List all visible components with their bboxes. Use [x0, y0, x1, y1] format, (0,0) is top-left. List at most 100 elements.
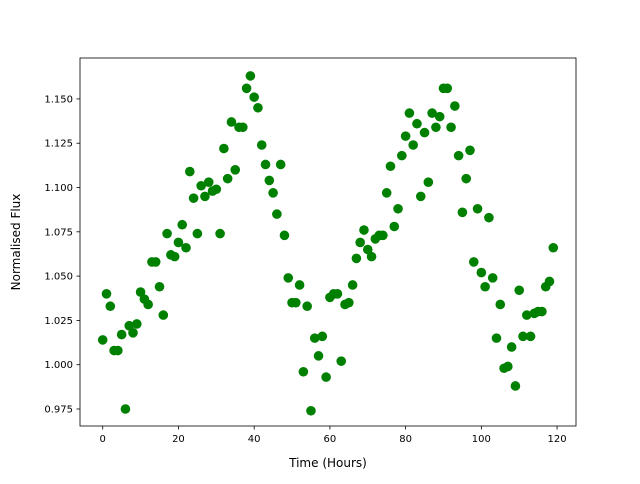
data-point [359, 225, 369, 235]
data-point [423, 177, 434, 188]
data-point [450, 101, 460, 111]
data-point [472, 203, 483, 214]
y-tick-label: 1.050 [44, 272, 73, 283]
data-point [105, 301, 116, 312]
data-point [389, 221, 400, 232]
data-point [309, 333, 320, 343]
data-point [275, 159, 286, 170]
data-points [97, 71, 559, 416]
data-point [116, 329, 127, 340]
data-point [283, 273, 294, 283]
data-point [200, 191, 210, 202]
data-point [404, 108, 415, 118]
data-point [525, 331, 536, 342]
data-point [181, 242, 191, 253]
data-point [336, 356, 347, 366]
x-tick-label: 100 [472, 434, 491, 445]
data-point [124, 320, 135, 331]
data-point [465, 145, 475, 156]
data-point [400, 131, 411, 141]
data-point [245, 71, 256, 81]
data-point [548, 242, 559, 253]
data-point [461, 173, 471, 184]
data-point [468, 257, 479, 267]
data-point [222, 173, 233, 184]
data-point [192, 228, 203, 239]
data-point [101, 289, 112, 299]
data-point [537, 306, 547, 317]
data-point [150, 257, 161, 267]
x-axis-ticks: 0 20 40 60 80 100 120 [100, 426, 567, 445]
data-point [427, 108, 437, 118]
data-point [256, 140, 267, 150]
data-point [442, 83, 453, 94]
data-point [215, 228, 225, 239]
data-point [487, 273, 498, 283]
data-point [412, 118, 422, 129]
data-point [385, 161, 396, 172]
x-tick-label: 40 [248, 434, 261, 445]
axes-frame [79, 57, 577, 427]
data-point [408, 140, 418, 150]
data-point [321, 372, 331, 382]
data-point [249, 92, 259, 102]
data-point [480, 281, 490, 292]
data-point [362, 244, 373, 255]
data-point [128, 328, 138, 338]
data-point [291, 297, 301, 308]
data-point [544, 276, 555, 287]
data-point [260, 159, 271, 170]
x-tick-label: 0 [100, 434, 106, 445]
data-point [484, 212, 494, 223]
data-point [185, 166, 195, 177]
data-point [302, 301, 312, 312]
data-point [514, 285, 525, 296]
data-point [97, 335, 108, 345]
data-point [211, 184, 222, 195]
data-point [230, 164, 241, 175]
data-point [279, 230, 290, 241]
data-point [332, 289, 343, 299]
data-point [506, 342, 517, 352]
y-tick-label: 0.975 [44, 404, 73, 415]
data-point [351, 253, 362, 264]
data-point [503, 361, 513, 372]
data-point [434, 111, 445, 122]
data-point [188, 193, 199, 203]
data-point [366, 251, 377, 262]
x-axis-label: Time (Hours) [288, 456, 367, 470]
data-point [158, 310, 169, 320]
data-point [355, 237, 365, 248]
data-point [154, 281, 165, 292]
data-point [268, 188, 278, 198]
data-point [378, 230, 388, 241]
y-axis-label: Normalised Flux [9, 194, 23, 291]
data-point [397, 150, 407, 161]
y-tick-label: 1.000 [44, 360, 73, 371]
data-point [253, 102, 263, 113]
y-tick-label: 1.075 [44, 227, 73, 238]
x-tick-label: 80 [399, 434, 412, 445]
data-point [177, 219, 188, 230]
data-point [344, 297, 354, 308]
data-point [173, 237, 184, 248]
data-point [521, 310, 532, 320]
y-axis-ticks: 0.975 1.000 1.025 1.050 1.075 1.100 1.125 1.150 [44, 94, 80, 415]
data-point [347, 280, 358, 290]
data-point [241, 83, 252, 94]
data-point [415, 191, 426, 202]
data-point [381, 188, 392, 198]
data-point [219, 143, 229, 154]
x-tick-label: 20 [172, 434, 185, 445]
data-point [446, 122, 456, 133]
data-point [317, 331, 328, 342]
data-point [226, 117, 237, 127]
data-point [491, 333, 502, 343]
data-point [238, 122, 248, 133]
data-point [518, 331, 528, 342]
data-point [393, 203, 403, 214]
data-point [306, 405, 316, 416]
data-point [453, 150, 464, 161]
data-point [294, 280, 305, 290]
